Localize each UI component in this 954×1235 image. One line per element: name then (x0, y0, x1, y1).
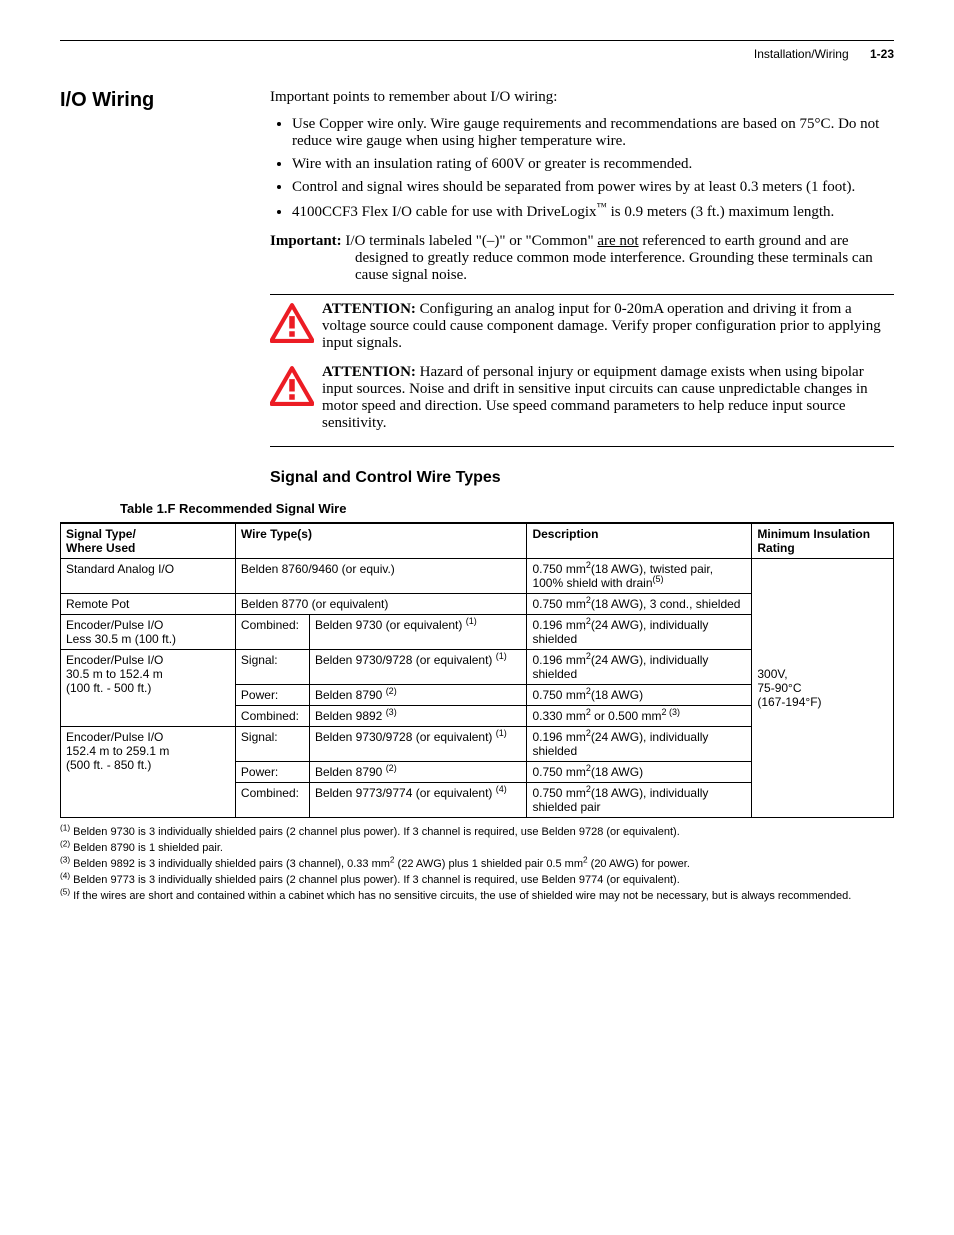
bullet-item: Wire with an insulation rating of 600V o… (292, 156, 894, 173)
header-section: Installation/Wiring (754, 47, 849, 61)
cell-wire: Belden 8790 (2) (309, 762, 527, 783)
header-page: 1-23 (870, 47, 894, 61)
cell-desc: 0.750 mm2(18 AWG) (527, 685, 752, 706)
th-rating: Minimum Insulation Rating (752, 523, 894, 559)
cell-type: Encoder/Pulse I/O152.4 m to 259.1 m(500 … (61, 727, 236, 818)
cell-wire: Belden 9730/9728 (or equivalent) (1) (309, 727, 527, 762)
rule-bottom (270, 446, 894, 447)
attention-icon (270, 364, 322, 411)
attention-row: ATTENTION: Configuring an analog input f… (270, 295, 894, 358)
footnote: (4) Belden 9773 is 3 individually shield… (60, 874, 894, 886)
th-description: Description (527, 523, 752, 559)
th-wire-types: Wire Type(s) (235, 523, 527, 559)
cell-desc: 0.750 mm2(18 AWG), individually shielded… (527, 783, 752, 818)
attention-label: ATTENTION: (322, 301, 416, 317)
bullet-item: Control and signal wires should be separ… (292, 179, 894, 196)
cell-type: Remote Pot (61, 594, 236, 615)
cell-wire-label: Power: (235, 685, 309, 706)
cell-desc: 0.750 mm2(18 AWG) (527, 762, 752, 783)
cell-desc: 0.750 mm2(18 AWG), twisted pair, 100% sh… (527, 559, 752, 594)
intro-text: Important points to remember about I/O w… (270, 89, 894, 106)
cell-wire: Belden 9892 (3) (309, 706, 527, 727)
cell-wire-label: Combined: (235, 706, 309, 727)
running-head: Installation/Wiring 1-23 (60, 47, 894, 61)
signal-wire-table: Signal Type/Where Used Wire Type(s) Desc… (60, 522, 894, 818)
th-signal-type: Signal Type/Where Used (61, 523, 236, 559)
cell-wire: Belden 9730/9728 (or equivalent) (1) (309, 650, 527, 685)
footnotes: (1) Belden 9730 is 3 individually shield… (60, 826, 894, 902)
cell-wire-label: Power: (235, 762, 309, 783)
cell-type: Standard Analog I/O (61, 559, 236, 594)
important-pre: I/O terminals labeled "(–)" or "Common" (345, 233, 597, 249)
important-note: Important: I/O terminals labeled "(–)" o… (270, 233, 894, 284)
cell-rating: 300V,75-90°C(167-194°F) (752, 559, 894, 818)
subheading: Signal and Control Wire Types (270, 469, 894, 487)
cell-type: Encoder/Pulse I/OLess 30.5 m (100 ft.) (61, 615, 236, 650)
attention-text: ATTENTION: Configuring an analog input f… (322, 301, 894, 352)
bullet-item: Use Copper wire only. Wire gauge require… (292, 116, 894, 150)
cell-type: Encoder/Pulse I/O30.5 m to 152.4 m(100 f… (61, 650, 236, 727)
attention-icon (270, 301, 322, 348)
cell-desc: 0.750 mm2(18 AWG), 3 cond., shielded (527, 594, 752, 615)
cell-wire: Belden 8790 (2) (309, 685, 527, 706)
cell-wire: Belden 9773/9774 (or equivalent) (4) (309, 783, 527, 818)
table-row: Standard Analog I/OBelden 8760/9460 (or … (61, 559, 894, 594)
cell-wire: Belden 8760/9460 (or equiv.) (235, 559, 527, 594)
cell-wire-label: Signal: (235, 727, 309, 762)
footnote: (3) Belden 9892 is 3 individually shield… (60, 858, 894, 870)
cell-desc: 0.196 mm2(24 AWG), individually shielded (527, 727, 752, 762)
footnote: (5) If the wires are short and contained… (60, 890, 894, 902)
bullet-item: 4100CCF3 Flex I/O cable for use with Dri… (292, 202, 894, 221)
header-rule (60, 40, 894, 41)
cell-desc: 0.196 mm2(24 AWG), individually shielded (527, 650, 752, 685)
cell-wire-label: Combined: (235, 783, 309, 818)
attention-label: ATTENTION: (322, 364, 416, 380)
important-label: Important: (270, 233, 342, 249)
cell-wire: Belden 9730 (or equivalent) (1) (309, 615, 527, 650)
footnote: (2) Belden 8790 is 1 shielded pair. (60, 842, 894, 854)
cell-wire: Belden 8770 (or equivalent) (235, 594, 527, 615)
table-caption: Table 1.F Recommended Signal Wire (120, 501, 894, 516)
bullet-list: Use Copper wire only. Wire gauge require… (270, 116, 894, 221)
important-underlined: are not (597, 233, 638, 249)
body-column: Important points to remember about I/O w… (270, 89, 894, 497)
cell-wire-label: Combined: (235, 615, 309, 650)
cell-desc: 0.196 mm2(24 AWG), individually shielded (527, 615, 752, 650)
side-heading: I/O Wiring (60, 89, 270, 112)
attention-box: ATTENTION: Configuring an analog input f… (270, 295, 894, 438)
footnote: (1) Belden 9730 is 3 individually shield… (60, 826, 894, 838)
attention-row: ATTENTION: Hazard of personal injury or … (270, 358, 894, 438)
cell-wire-label: Signal: (235, 650, 309, 685)
cell-desc: 0.330 mm2 or 0.500 mm2 (3) (527, 706, 752, 727)
attention-text: ATTENTION: Hazard of personal injury or … (322, 364, 894, 432)
